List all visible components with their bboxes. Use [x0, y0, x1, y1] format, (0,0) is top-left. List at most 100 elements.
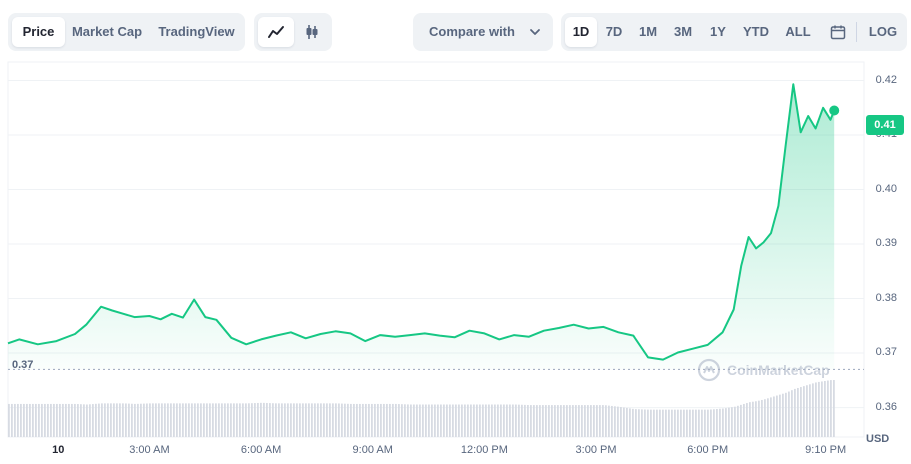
x-tick-label: 12:00 PM	[460, 444, 508, 456]
volume-bar	[566, 405, 568, 437]
tab-tradingview[interactable]: TradingView	[158, 24, 235, 39]
volume-bar	[788, 391, 790, 437]
volume-bar	[413, 404, 415, 437]
range-all[interactable]: ALL	[785, 24, 811, 39]
volume-bar	[803, 386, 805, 437]
line-chart-icon	[268, 26, 284, 38]
compare-with-label: Compare with	[429, 24, 515, 39]
volume-bar	[647, 409, 649, 437]
volume-bar	[710, 409, 712, 437]
volume-bar	[389, 403, 391, 437]
volume-bar	[17, 403, 19, 437]
range-1y[interactable]: 1Y	[710, 24, 726, 39]
volume-bar	[578, 405, 580, 437]
volume-bar	[692, 409, 694, 437]
volume-bar	[311, 403, 313, 437]
volume-bar	[455, 404, 457, 437]
volume-bar	[584, 405, 586, 437]
volume-bar	[215, 403, 217, 437]
volume-bar	[518, 404, 520, 437]
volume-bar	[329, 403, 331, 437]
x-tick-label: 9:00 AM	[352, 444, 393, 456]
volume-bar	[347, 403, 349, 437]
range-ytd[interactable]: YTD	[743, 24, 769, 39]
volume-bar	[485, 404, 487, 437]
volume-bar	[161, 403, 163, 437]
volume-bar	[392, 403, 394, 437]
log-scale-toggle[interactable]: LOG	[868, 24, 898, 39]
volume-bar	[374, 403, 376, 437]
volume-bar	[128, 403, 130, 437]
volume-bar	[371, 403, 373, 437]
volume-bar	[368, 403, 370, 437]
volume-bar	[746, 403, 748, 437]
volume-bar	[650, 409, 652, 437]
volume-bar	[134, 403, 136, 437]
volume-bar	[131, 403, 133, 437]
volume-bar	[221, 403, 223, 437]
volume-bar	[449, 404, 451, 437]
volume-bar	[59, 403, 61, 437]
volume-bar	[515, 404, 517, 437]
volume-bar	[725, 408, 727, 437]
volume-bar	[545, 405, 547, 437]
volume-bars	[8, 380, 835, 437]
range-3m[interactable]: 3M	[673, 24, 693, 39]
volume-bar	[92, 404, 94, 437]
volume-bar	[227, 403, 229, 437]
volume-bar	[155, 403, 157, 437]
volume-bar	[683, 409, 685, 437]
volume-bar	[74, 403, 76, 437]
volume-bar	[632, 408, 634, 437]
volume-bar	[680, 409, 682, 437]
volume-bar	[629, 408, 631, 437]
volume-bar	[107, 403, 109, 437]
volume-bar	[395, 403, 397, 437]
currency-label: USD	[866, 433, 890, 445]
volume-bar	[170, 403, 172, 437]
volume-bar	[596, 405, 598, 437]
candlestick-icon	[306, 25, 318, 39]
volume-bar	[182, 403, 184, 437]
volume-bar	[521, 404, 523, 437]
volume-bar	[335, 403, 337, 437]
range-7d[interactable]: 7D	[605, 24, 623, 39]
volume-bar	[707, 409, 709, 437]
volume-bar	[533, 405, 535, 437]
tab-price[interactable]: Price	[12, 17, 65, 47]
volume-bar	[512, 404, 514, 437]
volume-bar	[35, 403, 37, 437]
volume-bar	[731, 407, 733, 437]
range-1d[interactable]: 1D	[565, 17, 597, 47]
volume-bar	[296, 403, 298, 437]
volume-bar	[605, 405, 607, 437]
volume-bar	[113, 403, 115, 437]
volume-bar	[326, 403, 328, 437]
volume-bar	[32, 403, 34, 437]
volume-bar	[602, 405, 604, 437]
volume-bar	[434, 404, 436, 437]
reference-price-label: 0.37	[12, 359, 34, 371]
range-1m[interactable]: 1M	[638, 24, 658, 39]
volume-bar	[41, 403, 43, 437]
date-picker-button[interactable]	[823, 17, 853, 47]
tab-market-cap[interactable]: Market Cap	[71, 24, 143, 39]
volume-bar	[353, 403, 355, 437]
compare-with-dropdown[interactable]: Compare with	[413, 13, 553, 51]
volume-bar	[263, 402, 265, 437]
volume-bar	[791, 390, 793, 437]
line-chart-button[interactable]	[258, 17, 294, 47]
coinmarketcap-logo-icon	[697, 358, 721, 382]
volume-bar	[140, 403, 142, 437]
volume-bar	[563, 405, 565, 437]
candlestick-button[interactable]	[295, 17, 329, 47]
volume-bar	[416, 404, 418, 437]
volume-bar	[143, 403, 145, 437]
volume-bar	[722, 408, 724, 437]
volume-bar	[611, 405, 613, 437]
volume-bar	[284, 403, 286, 437]
volume-bar	[359, 403, 361, 437]
volume-bar	[560, 405, 562, 437]
volume-bar	[509, 404, 511, 437]
